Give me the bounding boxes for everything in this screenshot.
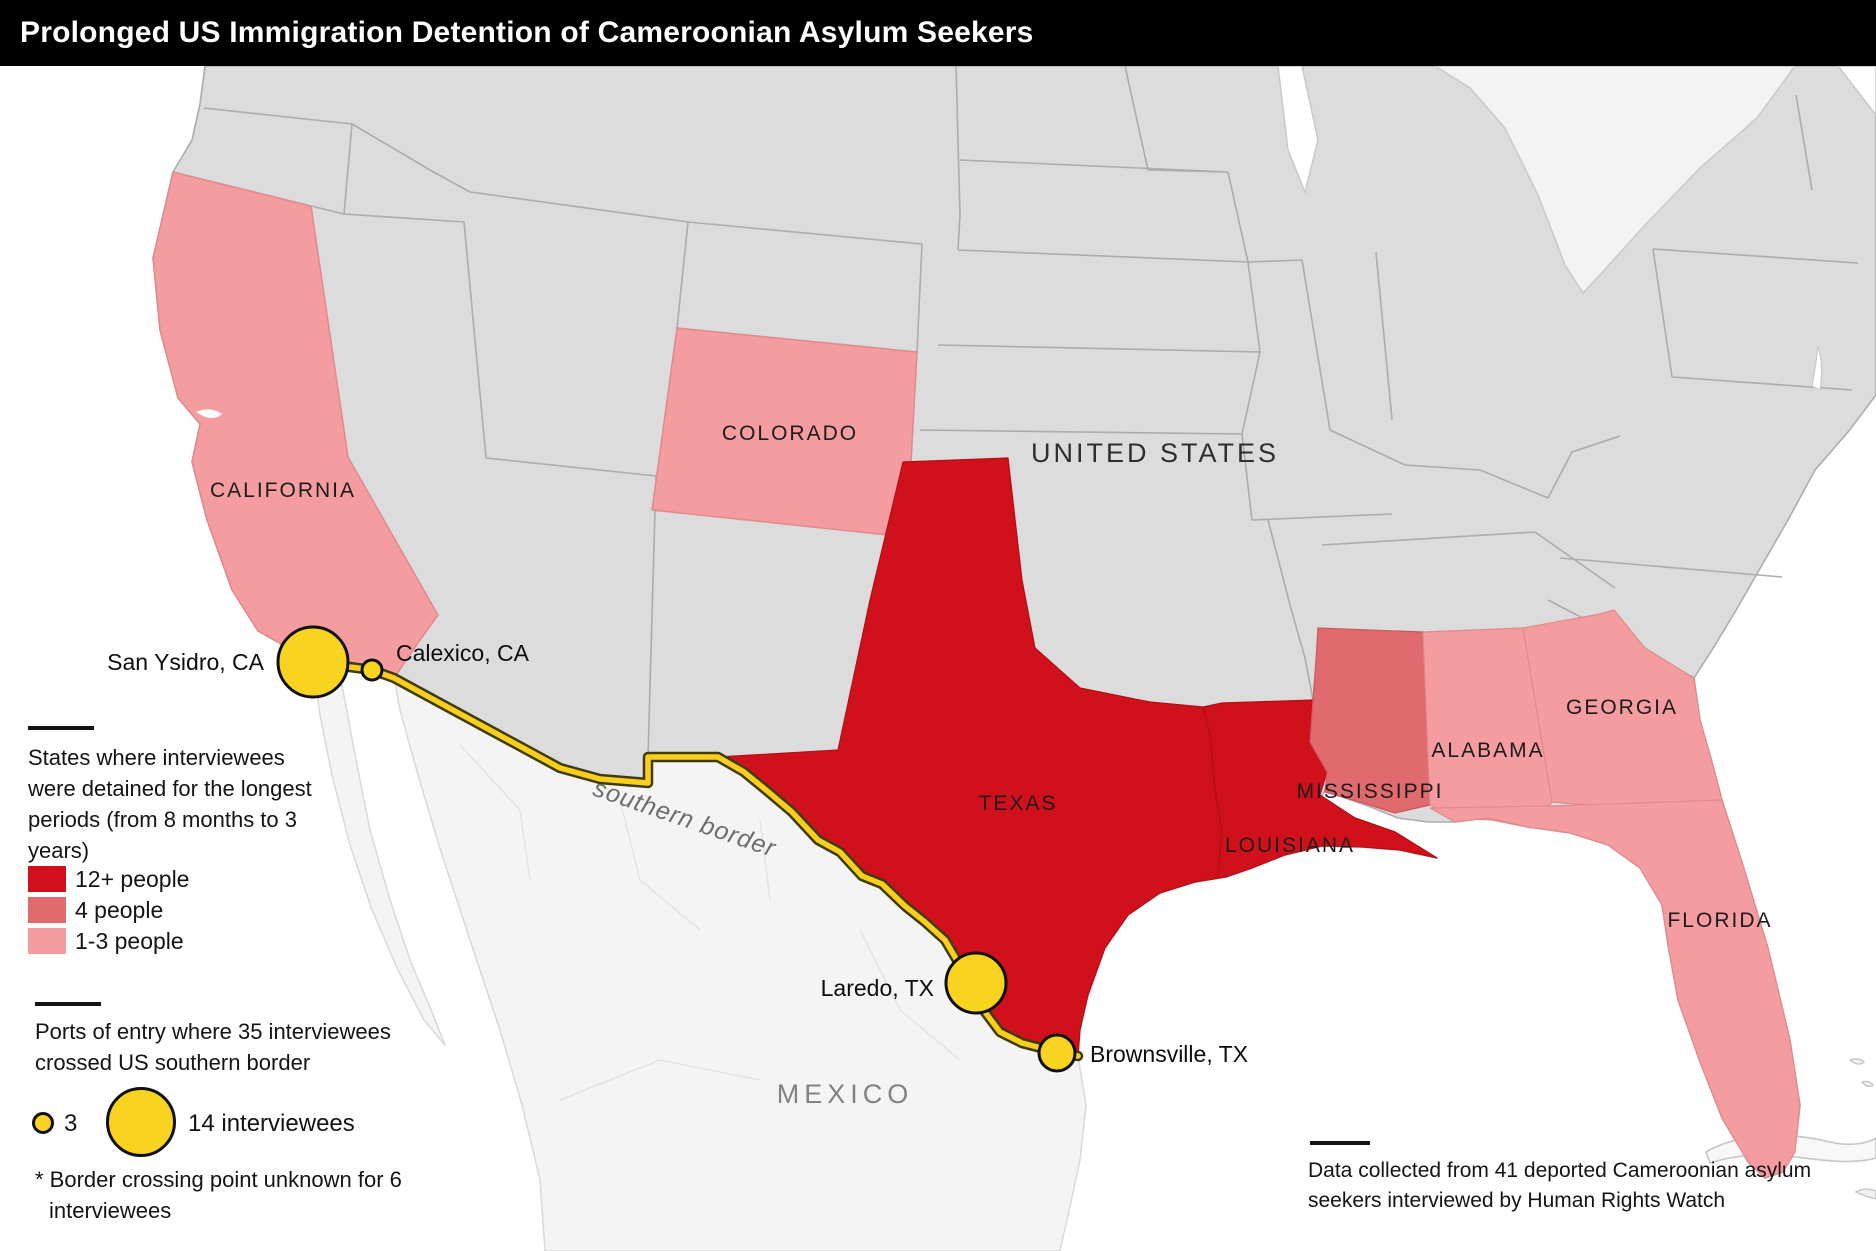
swatch-1-3 [28, 928, 66, 954]
state-border-lines [203, 65, 1859, 758]
ports-legend-heading: Ports of entry where 35 interviewees cro… [35, 1019, 391, 1075]
swatch-12-plus-label: 12+ people [75, 866, 190, 892]
port-circle-laredo [944, 951, 1008, 1015]
state-florida [1429, 799, 1801, 1179]
swatch-4 [28, 897, 66, 923]
label-florida: FLORIDA [1667, 909, 1772, 932]
label-louisiana: LOUISIANA [1225, 834, 1355, 857]
state-california [152, 171, 439, 679]
title-bar: Prolonged US Immigration Detention of Ca… [0, 0, 1876, 66]
label-california: CALIFORNIA [210, 479, 356, 502]
port-circle-brownsville [1037, 1033, 1077, 1073]
bahamas-islets [1848, 1058, 1876, 1200]
swatch-1-3-label: 1-3 people [75, 928, 184, 954]
baja-california [312, 661, 446, 1046]
state-georgia [1522, 609, 1723, 807]
label-port-laredo: Laredo, TX [821, 975, 934, 1001]
swatch-12-plus [28, 866, 66, 892]
port-circle-calexico [360, 658, 384, 682]
label-mexico: MEXICO [777, 1079, 914, 1109]
label-colorado: COLORADO [722, 422, 858, 445]
label-port-calexico: Calexico, CA [396, 640, 530, 666]
label-port-brownsville: Brownsville, TX [1090, 1041, 1248, 1067]
st-lawrence-notch [1836, 65, 1876, 117]
san-francisco-bay [196, 409, 222, 419]
label-united-states: UNITED STATES [1031, 438, 1279, 468]
ports-legend-small-label: 3 [64, 1110, 78, 1137]
source-divider [1310, 1141, 1370, 1145]
swatch-4-label: 4 people [75, 897, 164, 923]
chesapeake-bay [1811, 345, 1823, 391]
texas-louisiana-border [1202, 706, 1223, 878]
canada-great-lakes-wedge [1432, 65, 1797, 295]
source-note: Data collected from 41 deported Cameroon… [1308, 1159, 1812, 1212]
label-mississippi: MISSISSIPPI [1297, 780, 1444, 803]
label-georgia: GEORGIA [1566, 696, 1678, 719]
detention-legend-heading: States where interviewees were detained … [28, 745, 312, 863]
label-port-san-ysidro: San Ysidro, CA [107, 649, 264, 675]
ports-legend-footnote: * Border crossing point unknown for 6 in… [35, 1167, 402, 1223]
label-alabama: ALABAMA [1431, 739, 1544, 762]
mexico-state-lines [459, 744, 961, 1101]
ports-legend-large-circle [106, 1087, 176, 1157]
page-title: Prolonged US Immigration Detention of Ca… [20, 16, 1034, 49]
lake-michigan [1277, 65, 1319, 195]
label-texas: TEXAS [979, 792, 1058, 815]
ports-legend-large-label: 14 interviewees [188, 1110, 355, 1137]
ports-legend-divider [35, 1002, 101, 1006]
detention-legend-divider [28, 726, 94, 730]
ports-legend-small-circle [32, 1112, 54, 1134]
port-circle-san-ysidro [276, 625, 350, 699]
